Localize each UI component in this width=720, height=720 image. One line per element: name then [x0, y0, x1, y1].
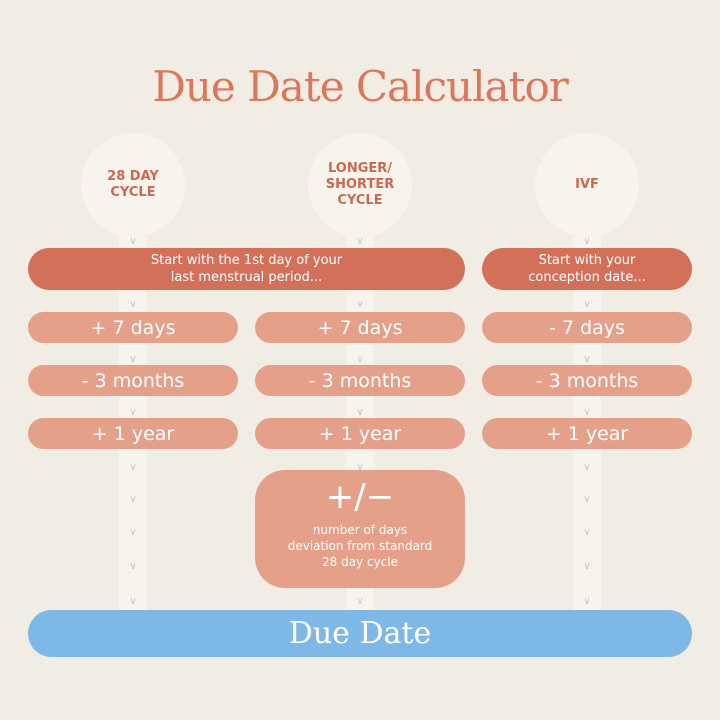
step-box: - 3 months — [28, 365, 238, 396]
chevron-down-icon: ∨ — [583, 494, 591, 505]
step-box: + 1 year — [482, 418, 692, 449]
due-date-result: Due Date — [28, 610, 692, 657]
chevron-down-icon: ∨ — [129, 236, 137, 247]
chevron-down-icon: ∨ — [129, 299, 137, 310]
chevron-down-icon: ∨ — [129, 561, 137, 572]
start-lmp-box: Start with the 1st day of your last mens… — [28, 248, 465, 290]
step-box: - 7 days — [482, 312, 692, 343]
chevron-down-icon: ∨ — [356, 596, 364, 607]
start-ivf-box: Start with your conception date... — [482, 248, 692, 290]
plus-minus-symbol: +/− — [325, 477, 395, 517]
chevron-down-icon: ∨ — [583, 596, 591, 607]
deviation-adjust-box: +/− number of days deviation from standa… — [255, 470, 465, 588]
chevron-down-icon: ∨ — [129, 494, 137, 505]
column-header-28-day: 28 DAY CYCLE — [81, 133, 185, 237]
chevron-down-icon: ∨ — [356, 354, 364, 365]
chevron-down-icon: ∨ — [583, 527, 591, 538]
step-box: + 1 year — [28, 418, 238, 449]
chevron-down-icon: ∨ — [129, 596, 137, 607]
step-box: + 1 year — [255, 418, 465, 449]
chevron-down-icon: ∨ — [129, 462, 137, 473]
chevron-down-icon: ∨ — [356, 299, 364, 310]
step-box: + 7 days — [255, 312, 465, 343]
deviation-description: number of days deviation from standard 2… — [287, 523, 433, 569]
step-box: - 3 months — [482, 365, 692, 396]
chevron-down-icon: ∨ — [356, 236, 364, 247]
step-box: + 7 days — [28, 312, 238, 343]
chevron-down-icon: ∨ — [583, 407, 591, 418]
chevron-down-icon: ∨ — [583, 236, 591, 247]
chevron-down-icon: ∨ — [583, 561, 591, 572]
chevron-down-icon: ∨ — [129, 354, 137, 365]
chevron-down-icon: ∨ — [583, 354, 591, 365]
chevron-down-icon: ∨ — [356, 462, 364, 473]
chevron-down-icon: ∨ — [356, 407, 364, 418]
chevron-down-icon: ∨ — [129, 527, 137, 538]
column-header-longer-shorter: LONGER/ SHORTER CYCLE — [308, 133, 412, 237]
page-title: Due Date Calculator — [152, 62, 569, 111]
column-header-ivf: IVF — [535, 133, 639, 237]
step-box: - 3 months — [255, 365, 465, 396]
chevron-down-icon: ∨ — [129, 407, 137, 418]
chevron-down-icon: ∨ — [583, 299, 591, 310]
chevron-down-icon: ∨ — [583, 462, 591, 473]
